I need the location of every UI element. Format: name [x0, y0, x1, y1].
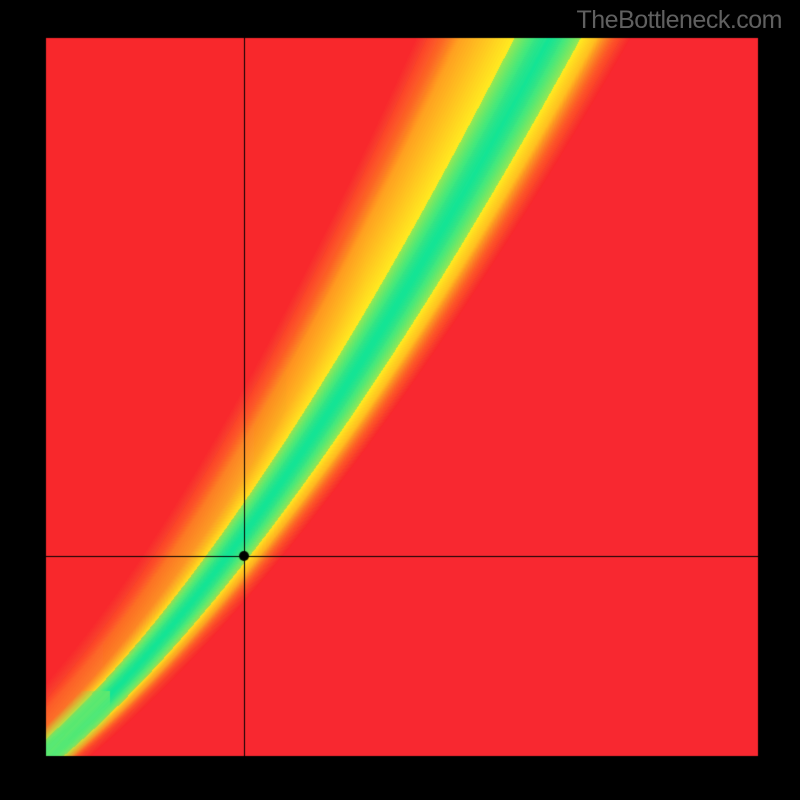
- watermark-text: TheBottleneck.com: [577, 6, 783, 35]
- bottleneck-heatmap: [0, 0, 800, 800]
- chart-container: TheBottleneck.com: [0, 0, 800, 800]
